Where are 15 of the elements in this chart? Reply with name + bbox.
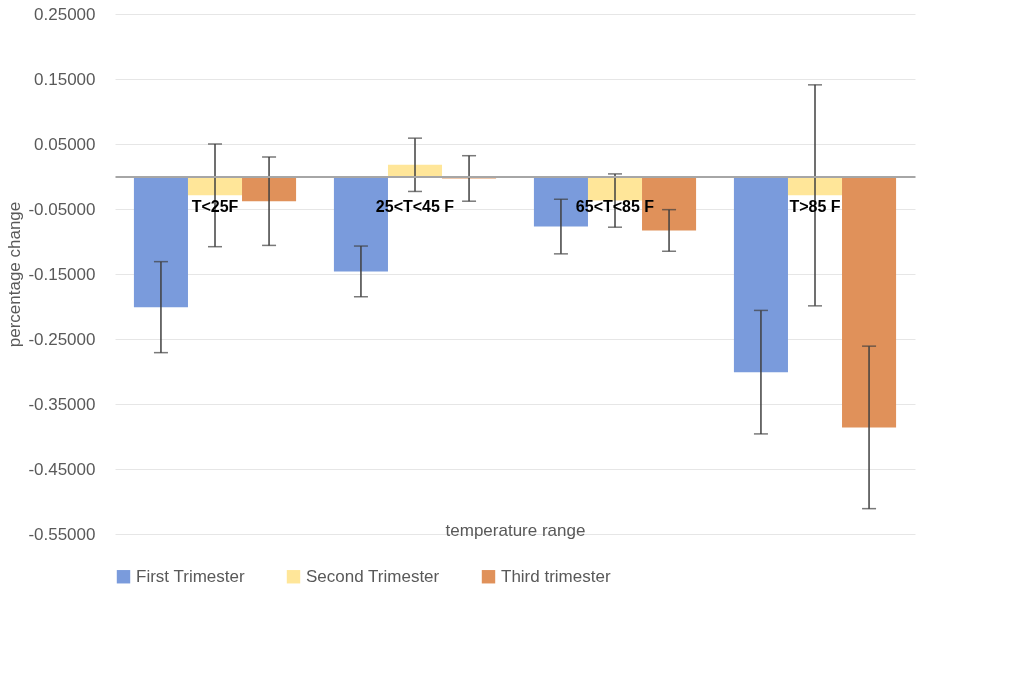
y-tick-label: -0.15000 <box>28 264 96 284</box>
x-tick-label: 25<T<45 F <box>375 198 455 215</box>
x-axis-title: temperature range <box>445 520 586 540</box>
y-tick-label: -0.25000 <box>28 329 96 349</box>
legend-label: First Trimester <box>136 566 245 586</box>
y-tick-label: 0.15000 <box>34 69 96 89</box>
legend-label: Second Trimester <box>306 566 440 586</box>
y-tick-label: -0.45000 <box>28 459 96 479</box>
y-axis-title: percentage change <box>5 201 25 348</box>
y-tick-label: 0.05000 <box>34 134 96 154</box>
legend-label: Third trimester <box>501 566 611 586</box>
y-tick-label: -0.05000 <box>28 199 96 219</box>
y-tick-label: -0.35000 <box>28 394 96 414</box>
y-tick-label: 0.25000 <box>34 4 96 24</box>
y-tick-label: -0.55000 <box>28 524 96 544</box>
